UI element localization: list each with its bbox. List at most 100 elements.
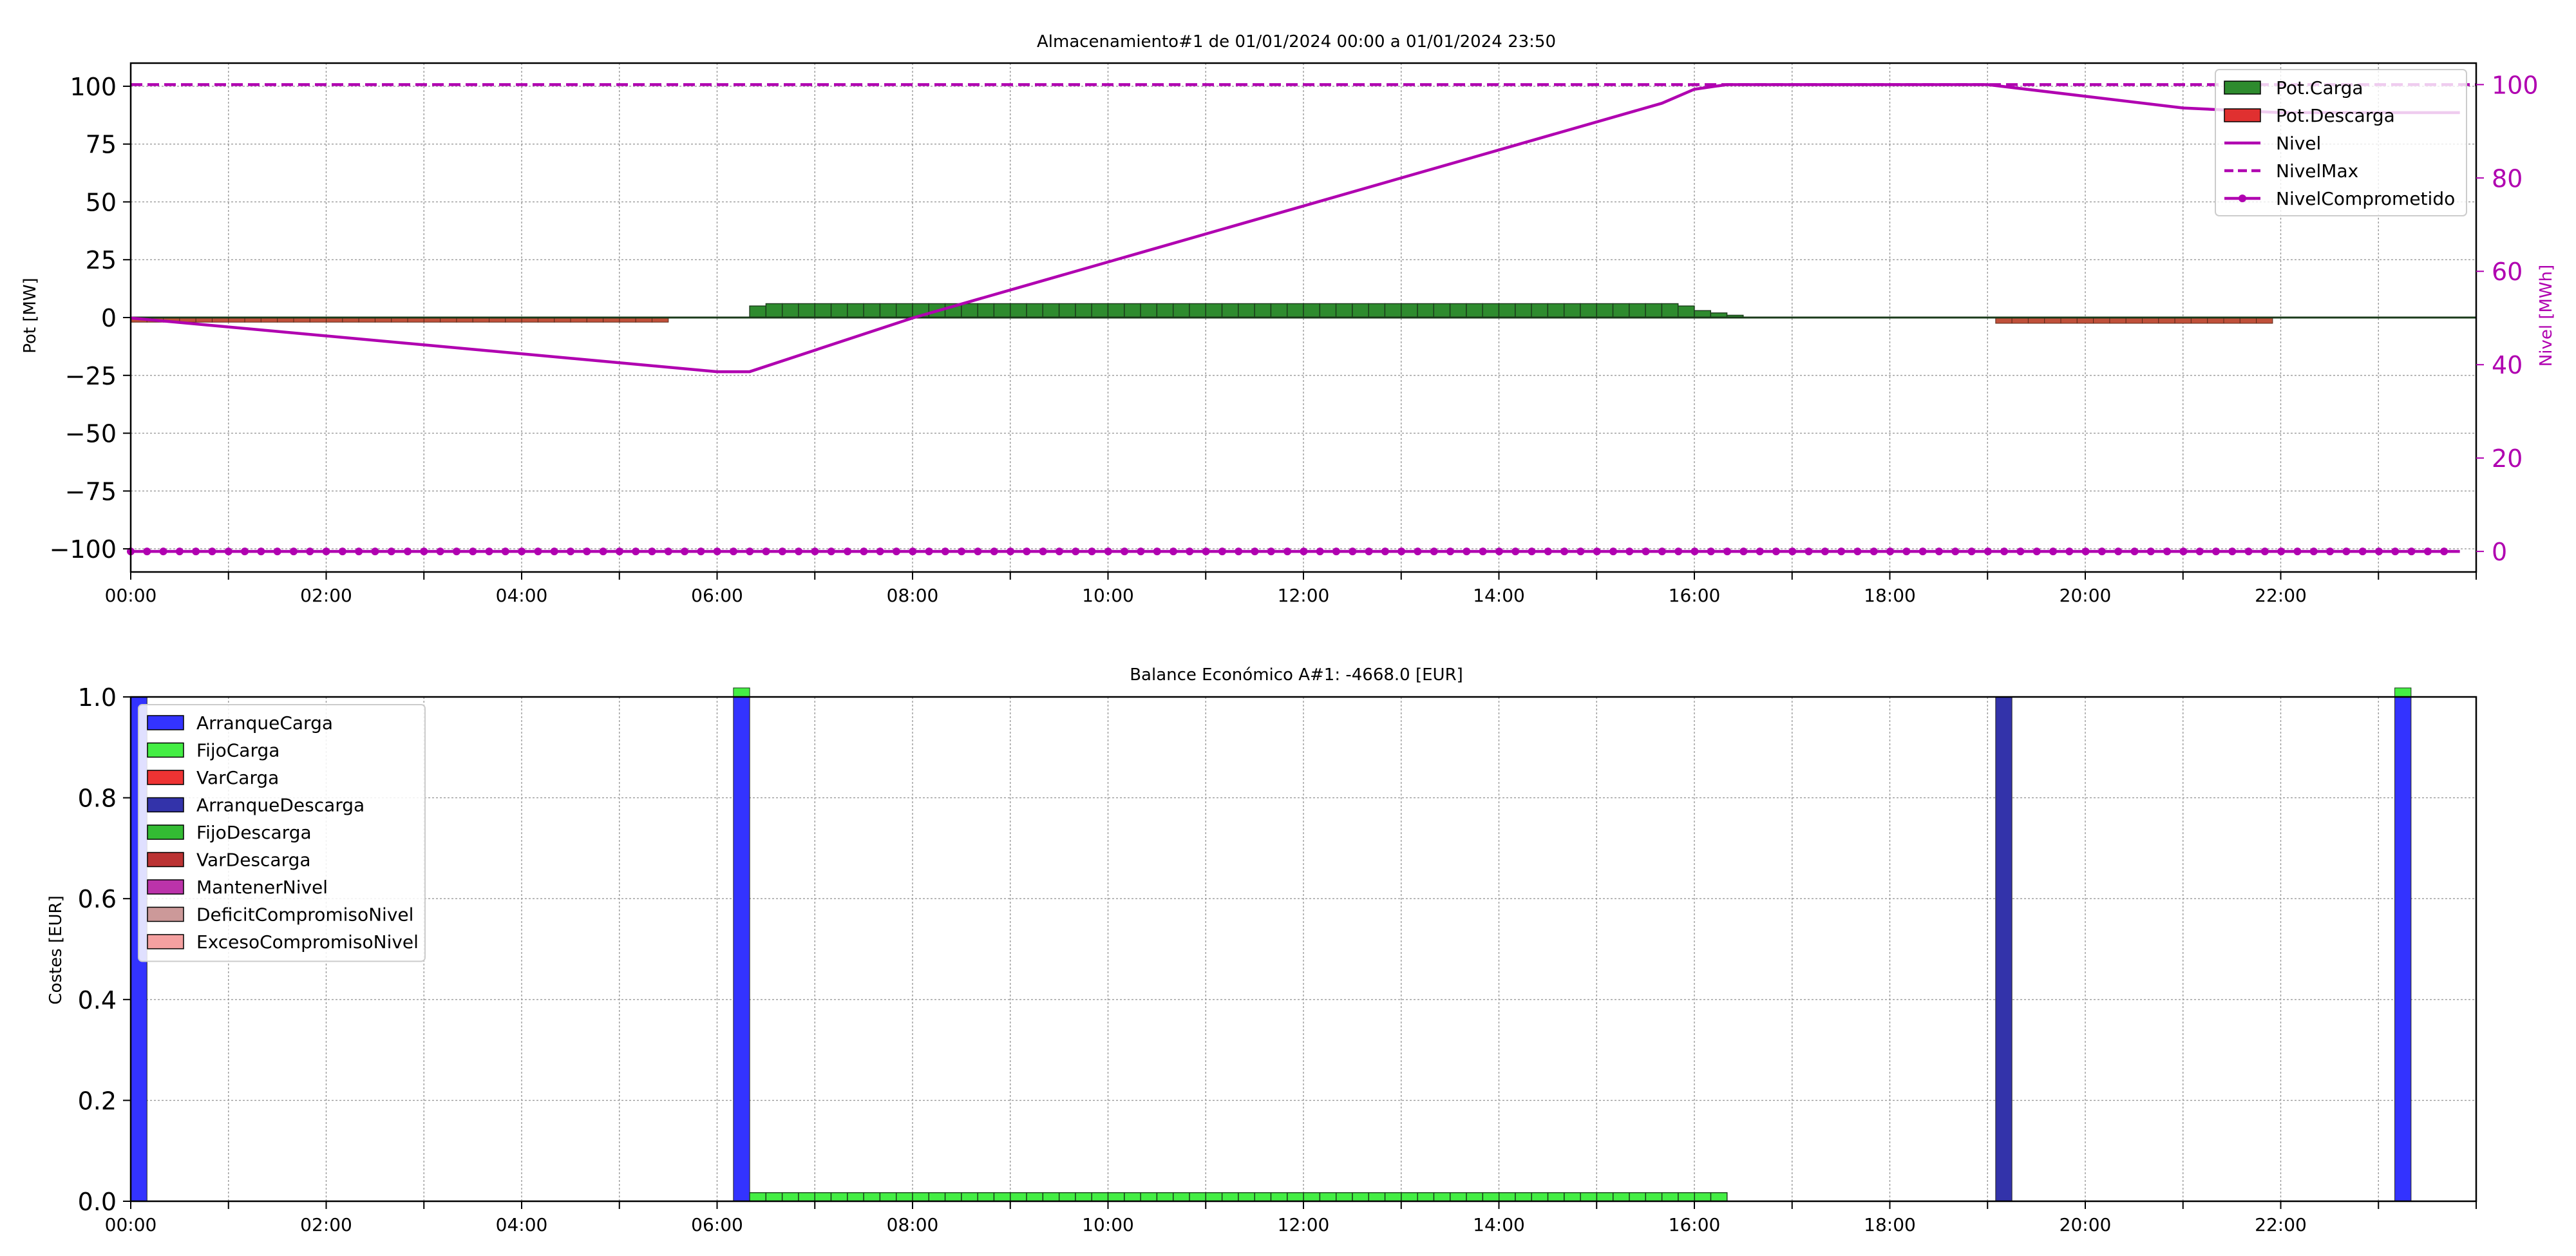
level-committed-point (1511, 547, 1520, 556)
legend: Pot.Carga Pot.Descarga Nivel NivelMax NivelC… (2215, 69, 2467, 216)
cost-bars (130, 687, 2412, 1202)
level-committed-point (909, 547, 917, 556)
level-committed-point (192, 547, 200, 556)
fijo-carga-bar (1498, 1192, 1516, 1202)
level-committed-point (1935, 547, 1943, 556)
level-committed-point (420, 547, 428, 556)
charge-bar (1026, 303, 1044, 318)
charge-bar (1140, 303, 1158, 318)
level-committed-point (1202, 547, 1210, 556)
legend-swatch (147, 824, 184, 840)
fijo-carga-bar (1140, 1192, 1158, 1202)
level-committed-point (1609, 547, 1618, 556)
legend-label: Pot.Descarga (2276, 105, 2395, 126)
level-committed-point (338, 547, 346, 556)
level-committed-point (1772, 547, 1780, 556)
x-tick-label: 10:00 (1082, 1214, 1134, 1235)
level-committed-point (1463, 547, 1471, 556)
level-committed-point (1446, 547, 1455, 556)
y-tick-label: 0.4 (78, 986, 117, 1014)
level-committed-point (974, 547, 982, 556)
charge-bar (1205, 303, 1223, 318)
fijo-carga-bar (944, 1192, 962, 1202)
level-committed-point (664, 547, 672, 556)
charge-bar (1564, 303, 1581, 318)
level-committed-point (2130, 547, 2139, 556)
level-committed-point (1674, 547, 1683, 556)
fijo-carga-bar (1156, 1192, 1174, 1202)
legend-label: Nivel (2276, 133, 2321, 154)
fijo-carga-bar (1710, 1192, 1728, 1202)
level-committed-point (892, 547, 900, 556)
charge-bar (1352, 303, 1369, 318)
y2-tick-label: 100 (2492, 71, 2539, 99)
level-committed-point (2342, 547, 2351, 556)
charge-bar (1124, 303, 1141, 318)
level-committed-point (371, 547, 379, 556)
charge-bar (1612, 303, 1630, 318)
x-tick-label: 00:00 (105, 1214, 157, 1235)
charge-bar (895, 303, 913, 318)
charge-bar (1270, 303, 1288, 318)
level-committed-point (1316, 547, 1324, 556)
fijo-carga-bar (896, 1192, 913, 1202)
x-tick-label: 16:00 (1669, 585, 1721, 606)
charge-bar (1661, 303, 1679, 318)
fijo-carga-bar (1205, 1192, 1223, 1202)
x-tick-label: 22:00 (2255, 585, 2307, 606)
charge-bar (847, 303, 864, 318)
axes: 00:00 02:00 04:00 06:00 08:00 10:00 12:00 14:00… (50, 62, 2539, 606)
legend-marker (2239, 195, 2246, 202)
level-committed-point (322, 547, 330, 556)
charge-bar (1238, 303, 1255, 318)
level-committed-point (1984, 547, 1992, 556)
level-committed-point (827, 547, 835, 556)
fijo-carga-bar (1221, 1192, 1239, 1202)
level-committed-point (1967, 547, 1976, 556)
charge-bar (1107, 303, 1125, 318)
level-committed-point (713, 547, 721, 556)
level-committed-point (2065, 547, 2074, 556)
fijo-carga-bar (1026, 1192, 1044, 1202)
level-committed-point (1690, 547, 1699, 556)
level-committed-point (762, 547, 770, 556)
y-tick-label: 75 (86, 131, 117, 159)
fijo-carga-bar (1629, 1192, 1647, 1202)
x-tick-label: 18:00 (1864, 585, 1916, 606)
level-committed-point (2146, 547, 2155, 556)
charge-bar (1466, 303, 1483, 318)
charge-bar (1401, 303, 1418, 318)
level-committed-point (697, 547, 705, 556)
fijo-carga-bar (1107, 1192, 1125, 1202)
y-tick-label: 25 (86, 246, 117, 274)
x-tick-label: 06:00 (691, 1214, 743, 1235)
fijo-carga-bar (1384, 1192, 1402, 1202)
level-committed-point (583, 547, 591, 556)
level-committed-point (1072, 547, 1080, 556)
level-committed-point (2440, 547, 2448, 556)
level-committed-point (941, 547, 949, 556)
level-committed-point (404, 547, 412, 556)
level-committed-point (1528, 547, 1536, 556)
charge-bar (1173, 303, 1190, 318)
legend-label: ArranqueCarga (196, 712, 333, 734)
chart-title: Balance Económico A#1: -4668.0 [EUR] (1130, 665, 1463, 685)
legend-label: VarCarga (196, 767, 279, 788)
level-committed-point (1088, 547, 1096, 556)
legend-swatch (2224, 81, 2261, 95)
y2-tick-label: 40 (2492, 351, 2523, 379)
legend-swatch (147, 742, 184, 758)
y-tick-label: 0.6 (78, 885, 117, 913)
level-committed-point (1121, 547, 1129, 556)
level-committed-point (1886, 547, 1895, 556)
level-committed-point (958, 547, 966, 556)
level-committed-point (876, 547, 884, 556)
charge-bar (1091, 303, 1109, 318)
level-committed-point (2049, 547, 2058, 556)
fijo-carga-bar (1613, 1192, 1630, 1202)
charge-bar (1335, 303, 1353, 318)
level-committed-point (1837, 547, 1846, 556)
legend-label: VarDescarga (196, 850, 311, 871)
x-tick-label: 12:00 (1278, 585, 1330, 606)
